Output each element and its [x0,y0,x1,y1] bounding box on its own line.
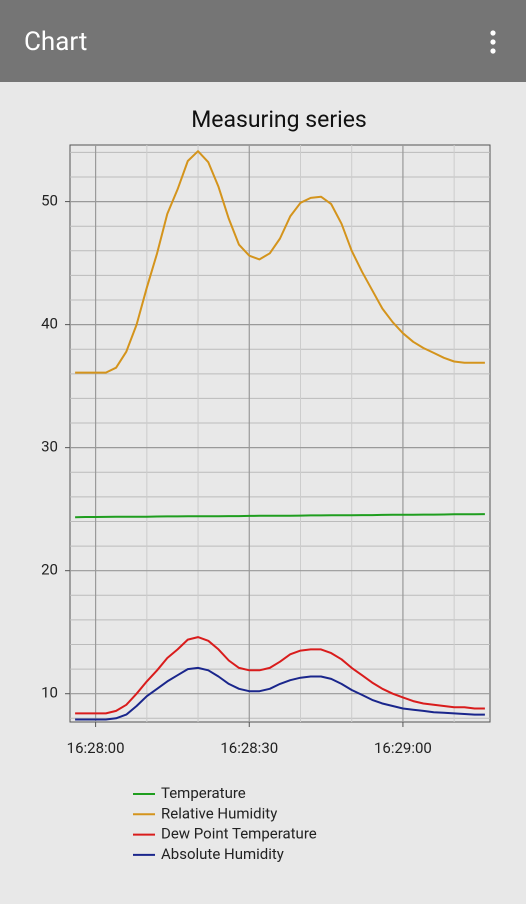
app-title: Chart [24,27,87,57]
x-tick-label: 16:28:00 [67,739,125,757]
x-tick-label: 16:29:00 [374,739,432,757]
y-tick-label: 30 [41,438,58,456]
overflow-menu[interactable] [490,30,496,54]
legend-label: Dew Point Temperature [161,825,317,843]
app-bar [0,0,526,82]
y-tick-label: 10 [41,684,58,702]
legend-label: Temperature [161,784,246,802]
series-line [75,666,485,721]
series-line [75,513,485,519]
y-tick-label: 20 [41,561,58,579]
plot-area [69,144,491,723]
legend-label: Absolute Humidity [161,845,284,863]
series-line [75,150,485,374]
chart-title: Measuring series [191,106,367,133]
y-tick-label: 40 [41,315,58,333]
series-line [75,636,485,715]
y-tick-label: 50 [41,192,58,210]
legend-label: Relative Humidity [161,804,277,822]
x-tick-label: 16:28:30 [220,739,278,757]
